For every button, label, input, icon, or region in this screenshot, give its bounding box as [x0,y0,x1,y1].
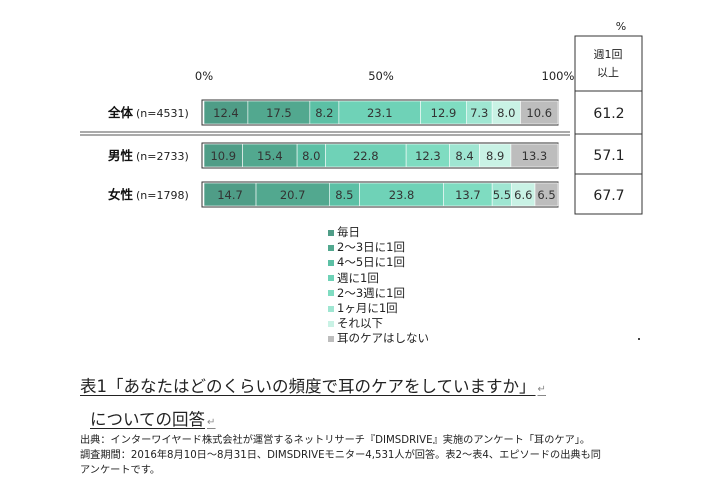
sample-size-label: (n=4531) [136,107,189,120]
bar-value-label: 8.2 [315,106,333,120]
category-label: 全体 [107,105,134,120]
side-table-header: 以上 [597,66,619,79]
bar-value-label: 8.5 [335,188,353,202]
return-mark-icon: ↵ [207,417,216,428]
caption-line-1: 表1「あなたはどのくらいの頻度で耳のケアをしていますか」 ↵ [80,377,546,396]
legend-item: 2〜3週に1回 [328,286,429,301]
bar-segment [520,100,559,125]
bar-segment [510,143,559,168]
figure-caption: 表1「あなたはどのくらいの頻度で耳のケアをしていますか」 ↵ についての回答 ↵ [80,372,546,438]
legend-label: 毎日 [337,225,360,239]
bar-value-label: 5.5 [493,188,511,202]
source-note: 出典：インターワイヤード株式会社が運営するネットリサーチ『DIMSDRIVE』実… [80,433,680,478]
legend-item: 毎日 [328,225,429,240]
category-label: 女性 [108,187,134,202]
return-mark-icon: ↵ [537,384,546,395]
unit-label: % [616,20,626,33]
chart-legend: 毎日 2〜3日に1回 4〜5日に1回 週に1回 2〜3週に1回 1ヶ月に1回 それ以下 耳のケ… [328,225,429,347]
bar-value-label: 15.4 [257,149,283,163]
legend-swatch [328,320,334,327]
legend-label: 4〜5日に1回 [337,255,405,270]
legend-item: それ以下 [328,316,429,331]
bar-value-label: 12.3 [415,149,441,163]
source-line-2: 調査期間：2016年8月10日〜8月31日、DIMSDRIVEモニター4,531… [80,450,601,461]
x-tick-label: 100% [542,69,575,83]
sample-size-label: (n=1798) [136,189,189,202]
legend-item: 週に1回 [328,271,429,286]
bar-value-label: 6.6 [514,188,532,202]
sample-size-label: (n=2733) [136,150,189,163]
bar-value-label: 8.0 [497,106,515,120]
bar-value-label: 12.9 [431,106,457,120]
legend-label: 週に1回 [337,270,379,285]
legend-label: それ以下 [337,316,383,331]
category-label: 男性 [108,148,134,163]
bar-value-label: 8.0 [302,149,320,163]
bar-value-label: 14.7 [217,188,243,202]
bar-value-label: 6.5 [537,188,555,202]
x-tick-label: 50% [368,69,394,83]
stray-dot [638,338,640,340]
legend-swatch [328,260,334,266]
legend-swatch [328,229,334,236]
legend-swatch [328,305,334,312]
bar-value-label: 23.1 [367,106,393,120]
caption-line-2: についての回答 ↵ [90,410,216,429]
legend-item: 2〜3日に1回 [328,240,429,255]
bar-value-label: 8.9 [486,149,504,163]
side-table-value: 67.7 [593,188,624,204]
bar-value-label: 20.7 [280,188,306,202]
x-tick-label: 0% [195,69,213,83]
bar-value-label: 12.4 [213,106,239,120]
source-line-3: アンケートです。 [80,465,161,476]
source-line-1: 出典：インターワイヤード株式会社が運営するネットリサーチ『DIMSDRIVE』実… [80,435,591,446]
legend-swatch [328,244,334,251]
legend-item: 耳のケアはしない [328,331,429,346]
bar-value-label: 8.4 [455,149,473,163]
legend-item: 4〜5日に1回 [328,255,429,270]
legend-label: 1ヶ月に1回 [337,301,398,316]
legend-swatch [328,275,334,282]
legend-label: 2〜3日に1回 [337,240,405,255]
legend-label: 2〜3週に1回 [337,285,405,300]
side-table-header: 週1回 [594,48,623,61]
legend-label: 耳のケアはしない [337,331,429,346]
bar-segment [534,182,559,207]
bar-value-label: 13.3 [522,149,548,163]
bar-value-label: 23.8 [389,188,415,202]
bar-value-label: 22.8 [353,149,379,163]
side-table-frame [574,35,643,215]
bar-value-label: 7.3 [470,106,488,120]
bar-value-label: 13.7 [455,188,481,202]
bar-value-label: 10.6 [526,106,552,120]
bar-value-label: 10.9 [210,149,236,163]
side-table-value: 57.1 [593,148,624,164]
legend-swatch [328,336,334,343]
stacked-bar-chart: 0% 50% 100% 12.4 17.5 8.2 23.1 12.9 7.3 8.0 10.6 全体… [80,20,643,215]
bar-value-label: 17.5 [266,106,292,120]
side-table-value: 61.2 [593,106,624,122]
legend-item: 1ヶ月に1回 [328,301,429,316]
legend-swatch [328,290,334,297]
